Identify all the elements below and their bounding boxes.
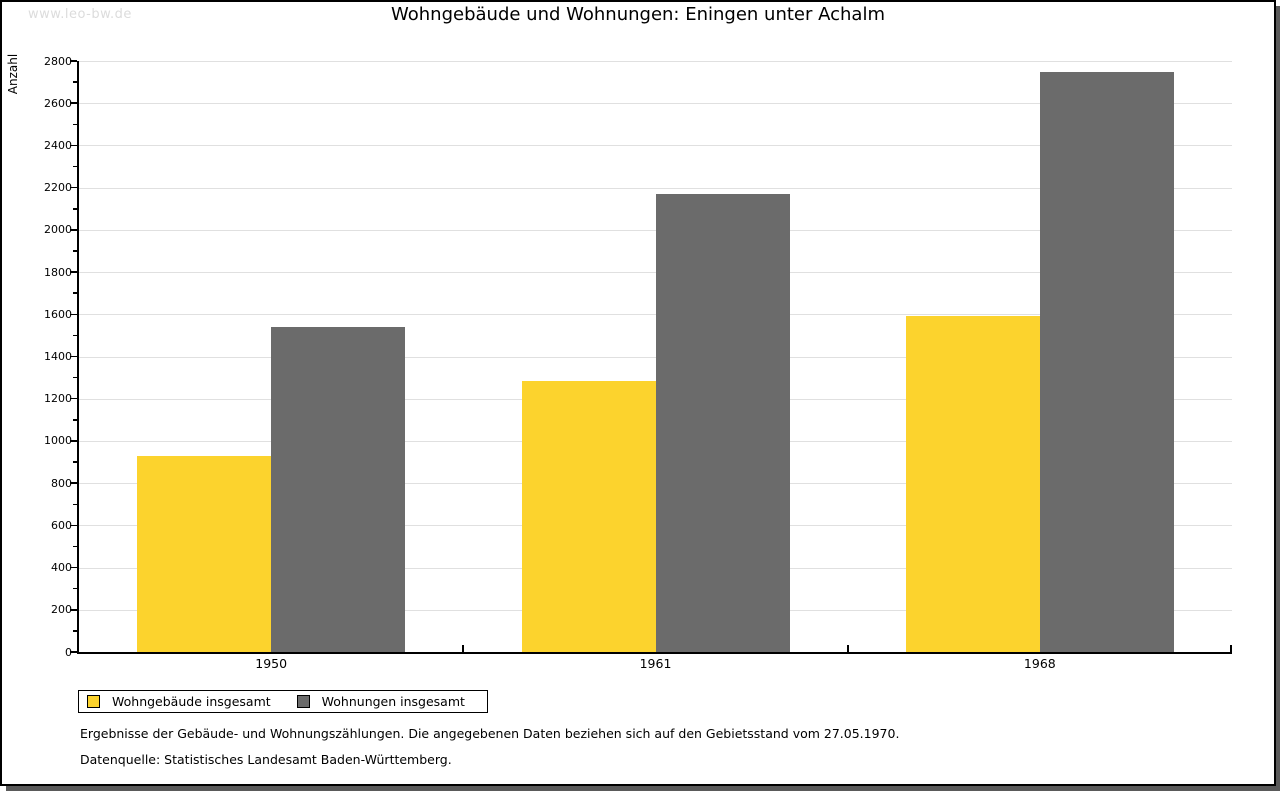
chart-title: Wohngebäude und Wohnungen: Eningen unter… <box>391 4 885 25</box>
gridline-2800 <box>79 61 1232 62</box>
y-major-tick-1400 <box>70 355 77 358</box>
gridline-2200 <box>79 187 1232 189</box>
x-boundary-tick-2 <box>846 645 849 652</box>
x-axis-label-1950: 1950 <box>255 656 288 671</box>
bar-wohnungen-1961 <box>655 193 790 652</box>
bar-wohngebäude-1961 <box>521 380 656 652</box>
gridline-2600 <box>79 103 1232 105</box>
y-major-tick-1600 <box>70 313 77 316</box>
y-minor-tick-500 <box>73 545 77 548</box>
y-minor-tick-2300 <box>73 165 77 168</box>
legend-label-wohngebaeude: Wohngebäude insgesamt <box>112 694 271 709</box>
y-major-tick-2600 <box>70 102 77 104</box>
x-axis-label-1961: 1961 <box>639 656 672 671</box>
y-major-tick-2200 <box>70 186 77 189</box>
x-axis-line <box>77 652 1232 654</box>
y-minor-tick-100 <box>73 630 77 632</box>
legend-label-wohnungen: Wohnungen insgesamt <box>321 694 465 709</box>
y-major-tick-600 <box>70 524 77 527</box>
source-note: Datenquelle: Statistisches Landesamt Bad… <box>80 752 452 767</box>
y-major-tick-200 <box>70 609 77 611</box>
bar-wohnungen-1950 <box>271 326 406 652</box>
y-minor-tick-2700 <box>73 81 77 83</box>
y-minor-tick-700 <box>73 503 77 505</box>
y-tick-label-1600: 1600 <box>44 307 72 321</box>
watermark: www.leo-bw.de <box>28 7 132 22</box>
y-tick-label-1200: 1200 <box>44 392 72 406</box>
y-tick-label-0: 0 <box>65 645 72 659</box>
y-tick-label-600: 600 <box>51 518 72 532</box>
y-major-tick-400 <box>70 566 77 569</box>
y-major-tick-1800 <box>70 271 77 273</box>
legend: Wohngebäude insgesamt Wohnungen insgesam… <box>78 690 488 713</box>
y-major-tick-1200 <box>70 397 77 400</box>
y-tick-label-400: 400 <box>51 561 72 575</box>
bar-wohngebäude-1968 <box>905 316 1040 652</box>
x-boundary-tick-1 <box>462 645 465 652</box>
y-tick-label-1400: 1400 <box>44 350 72 363</box>
y-major-tick-2000 <box>70 229 77 231</box>
y-minor-tick-300 <box>73 587 77 590</box>
bar-wohngebäude-1950 <box>137 455 272 652</box>
x-axis-label-1968: 1968 <box>1023 656 1056 671</box>
y-minor-tick-1900 <box>73 250 77 252</box>
y-tick-label-1800: 1800 <box>44 265 72 279</box>
y-tick-label-2400: 2400 <box>44 138 72 152</box>
gridline-2400 <box>79 145 1232 147</box>
y-tick-label-1000: 1000 <box>44 434 72 448</box>
y-minor-tick-2100 <box>73 208 77 210</box>
y-major-tick-1000 <box>70 440 77 442</box>
y-minor-tick-1500 <box>73 334 77 337</box>
y-tick-label-2200: 2200 <box>44 181 72 195</box>
y-major-tick-2800 <box>70 60 77 62</box>
y-tick-label-2800: 2800 <box>44 54 72 68</box>
y-axis-line <box>77 61 79 654</box>
y-tick-label-2600: 2600 <box>44 96 72 110</box>
y-minor-tick-1300 <box>73 376 77 379</box>
bar-wohnungen-1968 <box>1039 71 1174 652</box>
frame-shadow-right <box>1276 6 1280 791</box>
y-major-tick-800 <box>70 482 77 484</box>
frame-shadow-bottom <box>6 786 1280 791</box>
legend-swatch-wohnungen <box>296 695 310 708</box>
y-minor-tick-1700 <box>73 292 77 294</box>
y-major-tick-0 <box>70 651 77 653</box>
legend-item-wohngebaeude: Wohngebäude insgesamt <box>87 694 271 709</box>
y-tick-label-200: 200 <box>51 603 72 617</box>
y-minor-tick-900 <box>73 461 77 463</box>
y-tick-label-2000: 2000 <box>44 223 72 237</box>
footnote: Ergebnisse der Gebäude- und Wohnungszähl… <box>80 726 900 741</box>
legend-item-wohnungen: Wohnungen insgesamt <box>296 694 465 709</box>
legend-swatch-wohngebaeude <box>87 695 100 708</box>
x-axis-end-tick <box>1230 645 1232 652</box>
y-major-tick-2400 <box>70 144 77 147</box>
y-minor-tick-2500 <box>73 123 77 126</box>
y-minor-tick-1100 <box>73 419 77 421</box>
y-tick-label-800: 800 <box>51 476 72 490</box>
